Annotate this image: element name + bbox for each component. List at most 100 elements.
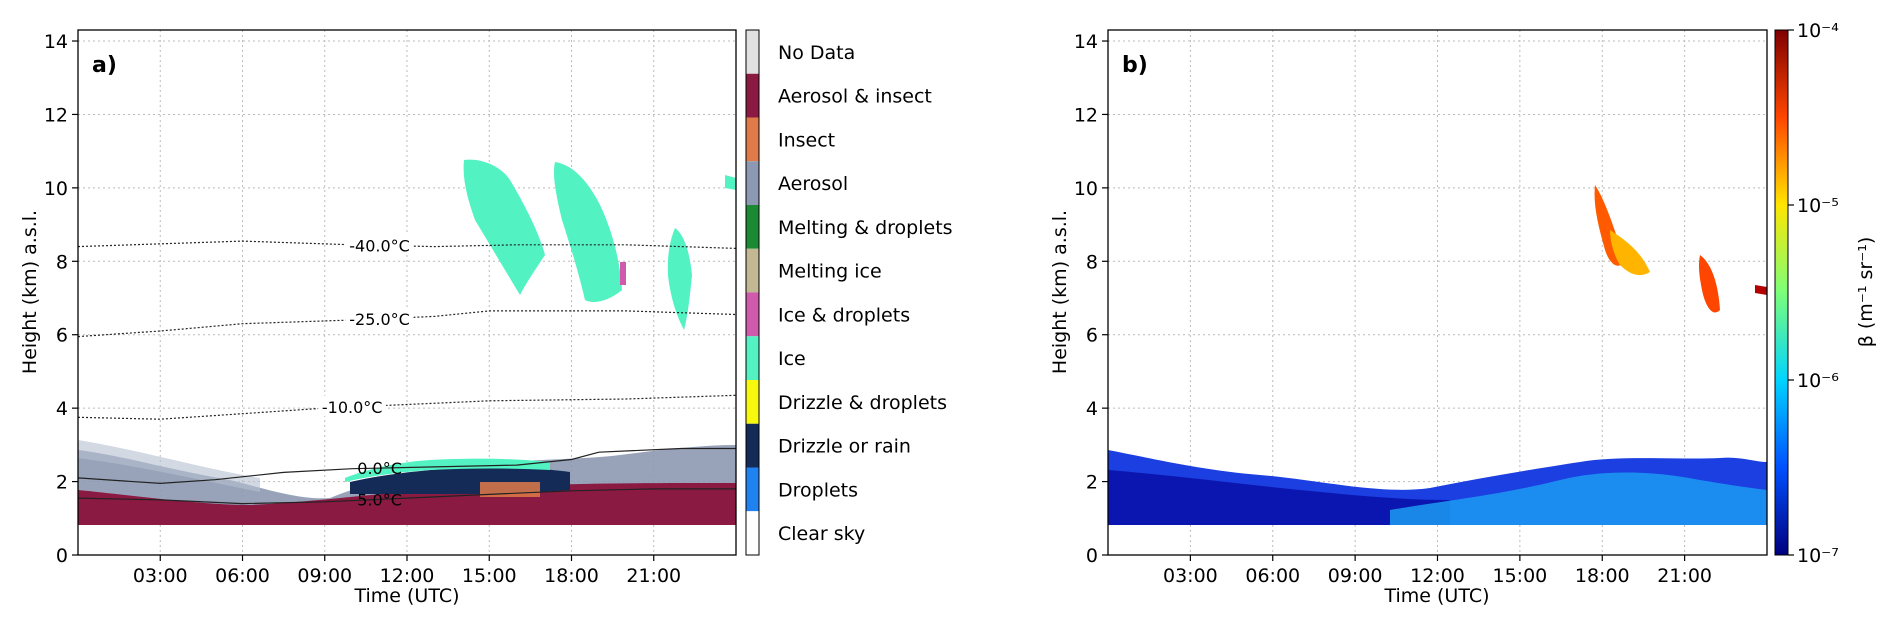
- colorbar-swatch: [746, 380, 759, 424]
- isotherm-label-bg: [345, 307, 414, 328]
- colorbar-category-label: Aerosol: [778, 173, 848, 195]
- panel-label: a): [92, 53, 117, 78]
- isotherm-line: [78, 240, 736, 249]
- panel-b-backscatter-chart: 03:00 06:00 09:00 12:00 15:00 18:00 21:00 0 2 4 6 8…: [1049, 29, 1768, 607]
- colorbar-swatch: [746, 336, 759, 380]
- colorbar-swatch: [746, 511, 759, 555]
- y-tick-label: 8: [1086, 251, 1098, 273]
- y-tick-label: 6: [56, 325, 68, 347]
- y-axis-label: Height (km) a.s.l.: [1049, 210, 1071, 374]
- isotherm-contours: -40.0°C -25.0°C -10.0°C 0.0°C 5.0°C: [78, 234, 736, 509]
- x-tick-label: 09:00: [297, 565, 352, 587]
- x-tick-label: 03:00: [133, 565, 188, 587]
- colorbar-frame: [745, 29, 760, 556]
- y-tick-label: 2: [56, 472, 68, 494]
- plot-frame: [77, 29, 737, 556]
- y-tick-label: 14: [1074, 31, 1098, 53]
- axes: 03:00 06:00 09:00 12:00 15:00 18:00 21:00 0 2 4 6 8…: [1074, 29, 1768, 587]
- cirrus-backscatter-4: [1755, 285, 1767, 295]
- y-tick-label: 4: [1086, 398, 1098, 420]
- colorbar-category-label: Ice: [778, 348, 806, 370]
- boundary-layer-dense: [1108, 470, 1450, 525]
- axes: 03:00 06:00 09:00 12:00 15:00 18:00 21:00 0 2 4 6 8…: [44, 29, 737, 587]
- colorbar-category-label: Drizzle or rain: [778, 436, 911, 458]
- upper-ice-cloud-4: [725, 175, 736, 190]
- colorbar-category-label: Droplets: [778, 479, 858, 501]
- aerosol-speckle: [78, 440, 260, 492]
- x-tick-label: 15:00: [462, 565, 517, 587]
- y-tick-label: 8: [56, 251, 68, 273]
- colorbar-category-label: No Data: [778, 42, 855, 64]
- isotherm-label: -40.0°C: [349, 236, 410, 255]
- colorbar-tick-label: 10⁻⁵: [1797, 195, 1839, 217]
- isotherm-line: [78, 310, 736, 338]
- panel-a-classification-chart: -40.0°C -25.0°C -10.0°C 0.0°C 5.0°C 03:00 06:…: [19, 29, 737, 607]
- colorbar-tick-label: 10⁻⁴: [1797, 20, 1839, 42]
- x-axis-label: Time (UTC): [353, 585, 459, 607]
- x-tick-label: 12:00: [380, 565, 435, 587]
- lower-light-backscatter: [1390, 472, 1767, 525]
- x-tick-label: 03:00: [1163, 565, 1218, 587]
- colorbar-swatch: [746, 292, 759, 337]
- x-tick-label: 18:00: [1575, 565, 1630, 587]
- colorbar-swatch: [746, 73, 759, 118]
- isotherm-label-bg: [318, 395, 387, 416]
- y-tick-label: 12: [1074, 104, 1098, 126]
- upper-ice-cloud-1: [463, 159, 545, 295]
- cirrus-backscatter-2: [1610, 230, 1650, 276]
- plot-frame: [1107, 29, 1768, 556]
- y-tick-label: 6: [1086, 325, 1098, 347]
- x-tick-label: 21:00: [1657, 565, 1712, 587]
- colorbar-category-label: Aerosol & insect: [778, 86, 932, 108]
- colorbar-category-label: Melting & droplets: [778, 217, 953, 239]
- isotherm-line: [78, 488, 736, 505]
- y-tick-label: 12: [44, 104, 68, 126]
- backscatter-field: [1108, 185, 1767, 525]
- y-tick-label: 4: [56, 398, 68, 420]
- x-tick-label: 18:00: [544, 565, 599, 587]
- colorbar-category-label: Drizzle & droplets: [778, 392, 947, 414]
- low-ice-region: [345, 458, 550, 482]
- classification-field: [78, 159, 736, 525]
- x-tick-label: 15:00: [1492, 565, 1547, 587]
- colorbar-tick-label: 10⁻⁶: [1797, 370, 1839, 392]
- backscatter-colorbar: 10⁻⁷ 10⁻⁶ 10⁻⁵ 10⁻⁴ β (m⁻¹ sr⁻¹): [1774, 20, 1877, 567]
- y-tick-label: 10: [44, 178, 68, 200]
- ice-droplets-patch: [620, 262, 626, 285]
- isotherm-label: -25.0°C: [349, 310, 410, 329]
- category-colorbar: No Data Aerosol & insect Insect Aerosol Melt…: [745, 29, 953, 556]
- y-tick-label: 10: [1074, 178, 1098, 200]
- x-tick-label: 06:00: [1245, 565, 1300, 587]
- colorbar-swatch: [746, 248, 759, 293]
- y-tick-label: 0: [56, 545, 68, 567]
- isotherm-line: [78, 447, 736, 485]
- cirrus-backscatter-3: [1698, 255, 1720, 313]
- isotherm-label-bg: [345, 234, 414, 255]
- colorbar-category-label: Insect: [778, 129, 835, 151]
- y-tick-label: 2: [1086, 472, 1098, 494]
- x-tick-label: 12:00: [1410, 565, 1465, 587]
- y-tick-label: 0: [1086, 545, 1098, 567]
- aerosol-insect-region: [78, 483, 736, 525]
- colorbar-swatch: [746, 205, 759, 249]
- isotherm-label: 5.0°C: [357, 490, 402, 509]
- colorbar-swatch: [746, 30, 759, 74]
- colorbar-category-label: Ice & droplets: [778, 304, 910, 326]
- x-tick-label: 09:00: [1328, 565, 1383, 587]
- isotherm-label: -10.0°C: [322, 398, 383, 417]
- upper-ice-cloud-2: [553, 162, 622, 302]
- colorbar-label: β (m⁻¹ sr⁻¹): [1855, 237, 1877, 348]
- colorbar-tick-label: 10⁻⁷: [1797, 545, 1839, 567]
- x-tick-label: 21:00: [626, 565, 681, 587]
- upper-ice-cloud-3: [667, 228, 692, 330]
- isotherm-label: 0.0°C: [357, 459, 402, 478]
- panel-label: b): [1122, 53, 1148, 78]
- colorbar-swatch: [746, 161, 759, 205]
- colorbar-swatch: [746, 467, 759, 512]
- y-axis-label: Height (km) a.s.l.: [19, 210, 41, 374]
- colorbar-category-label: Clear sky: [778, 523, 865, 545]
- x-tick-label: 06:00: [215, 565, 270, 587]
- colorbar-category-label: Melting ice: [778, 261, 882, 283]
- y-tick-label: 14: [44, 31, 68, 53]
